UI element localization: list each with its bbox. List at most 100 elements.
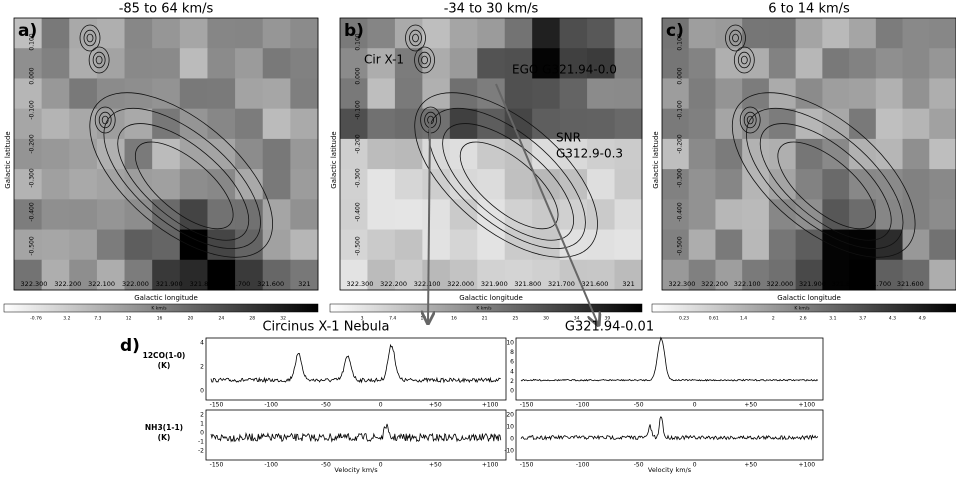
map-pixel [367,169,396,200]
colorbar-tick-label: 3.7 [859,316,866,322]
colorbar-tick-label: 16 [157,316,163,322]
map-pixel [367,138,396,170]
column-title: Circinus X-1 Nebula [262,320,389,335]
contour [414,92,598,258]
map-pixel [662,18,690,49]
map-pixel [124,199,153,231]
map-pixel [849,259,877,291]
map-pixel [14,199,43,231]
contour [725,24,746,52]
map-pixel [822,199,850,231]
map-pixel [96,18,126,49]
map-pixel [614,108,643,140]
map-pixel [477,169,506,200]
x-tick-label: 322.300 [347,280,374,288]
map-pixel [235,138,264,170]
plot-frame [515,409,824,461]
map-pixel [587,18,616,49]
x-tick-label: 322.200 [380,280,407,288]
map-pixel [235,259,264,291]
map-pixel [875,138,904,170]
x-tick-label: 322.000 [122,280,149,288]
contour [731,92,916,258]
map-pixel [875,18,904,49]
map-pixel [795,169,823,200]
x-tick-label: 321.800 [190,280,217,288]
y-tick-label: -0.300 [677,168,684,188]
map-pixel [795,18,823,49]
map-pixel [394,138,423,170]
map-pixel [14,18,43,49]
y-tick-label: 0 [510,436,514,443]
map-pixel [449,48,478,79]
x-tick-label: 322.200 [701,280,728,288]
colorbar-unit: K km/s [476,306,492,312]
map-pixel [768,108,797,140]
x-tick-label: 322.100 [734,280,761,288]
y-tick-label: -0.400 [29,202,36,222]
y-tick-label: 4 [510,368,514,375]
x-tick-label: 322.300 [21,280,48,288]
annotation: SNR [556,131,581,145]
y-tick-label: -0.100 [677,100,684,120]
map-pixel [179,199,208,231]
contour [134,141,234,230]
map-pixel [207,229,236,261]
y-tick-label: -0.100 [29,100,36,120]
contour [92,51,106,69]
map-pixel [614,169,643,200]
map-pixel [587,78,616,110]
colorbar-tick-label: -0.76 [30,316,42,322]
map-pixel [41,18,70,49]
y-tick-label: 10 [506,340,514,347]
map-pixel [849,78,877,110]
map-pixel [715,169,743,200]
map-frame [13,17,319,291]
map-pixel [96,259,126,291]
contour [117,123,250,241]
map-pixel [179,169,208,200]
contour [89,92,273,258]
x-tick-label: +100 [799,462,816,469]
map-pixel [768,18,797,49]
map-pixel [742,138,770,170]
contour [88,46,110,74]
map-pixel [715,18,743,49]
row-label: 12CO(1-0) [143,351,186,360]
map-pixel [688,199,716,231]
map-pixel [422,259,451,291]
map-pixel [96,108,126,140]
map-pixel [587,259,616,291]
map-pixel [715,78,743,110]
contour [103,107,261,249]
y-tick-label: 0 [200,388,204,395]
map-pixel [587,138,616,170]
map-pixel [768,229,797,261]
map-pixel [477,138,506,170]
x-tick-label: -150 [210,462,224,469]
map-pixel [262,169,291,200]
map-pixel [504,169,533,200]
spectrum [520,415,819,441]
map-pixel [822,48,850,79]
map-pixel [207,78,236,110]
map-pixel [96,169,126,200]
panel-label: a) [18,21,37,41]
contour [777,141,877,230]
x-tick-label: 321.900 [156,280,183,288]
map-pixel [902,259,930,291]
y-tick-label: -0.300 [355,168,362,188]
panel-title: -34 to 30 km/s [444,2,539,17]
map-pixel [742,18,770,49]
y-tick-label: 20 [506,412,514,419]
map-pixel [532,78,561,110]
x-tick-label: 321.700 [223,280,250,288]
map-pixel [532,48,561,79]
x-tick-label: 0 [379,462,383,469]
y-tick-label: 10 [506,424,514,431]
map-pixel [768,169,797,200]
map-pixel [902,229,930,261]
map-pixel [875,199,904,231]
x-tick-label: -100 [576,402,590,409]
y-tick-label: -0.100 [355,100,362,120]
